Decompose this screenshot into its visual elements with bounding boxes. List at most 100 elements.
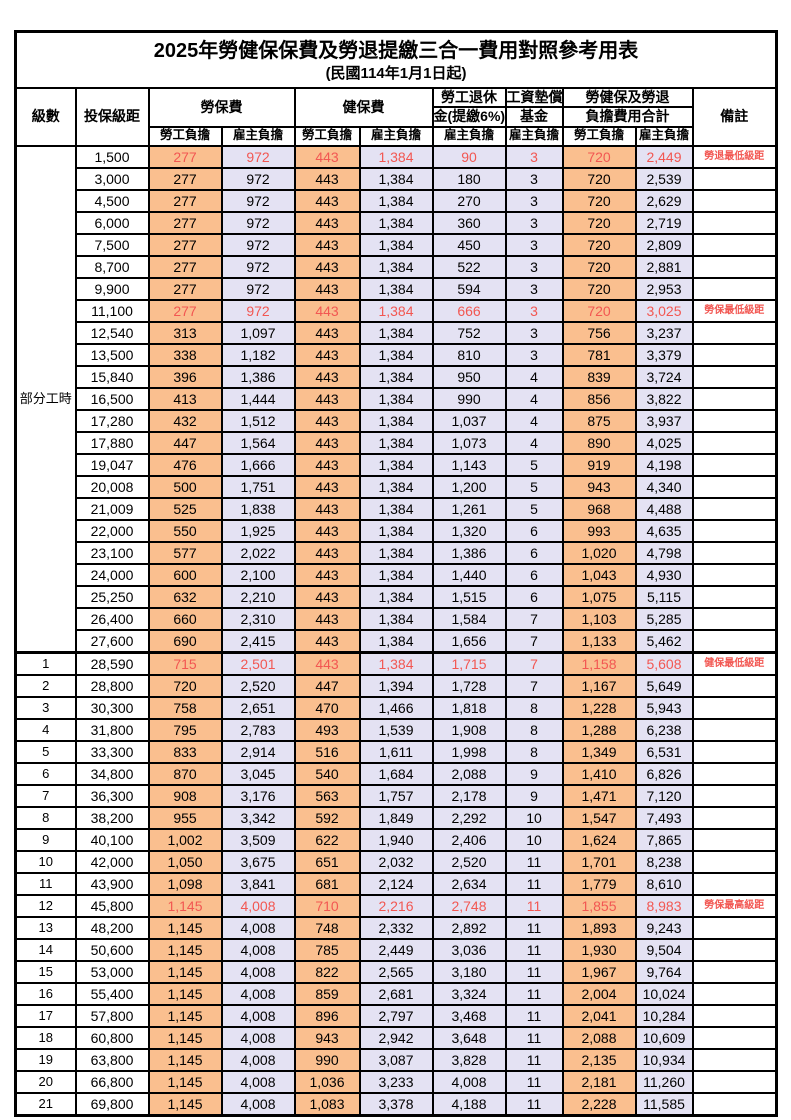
note-cell (691, 805, 778, 830)
total-employee-cell: 1,228 (561, 695, 637, 720)
table-row: 6 34,800 870 3,045 540 1,684 2,088 9 1,410 6,826 (14, 761, 778, 786)
pension-employer-cell: 2,892 (431, 915, 507, 940)
total-employer-cell: 10,934 (634, 1047, 694, 1072)
level-cell: 13 (14, 915, 77, 940)
wage-fund-employer-cell: 11 (504, 849, 564, 874)
note-cell (691, 695, 778, 720)
labor-fee-employer-cell: 1,751 (220, 474, 296, 499)
health-fee-employer-cell: 3,233 (358, 1069, 434, 1094)
subheader-health-employer: 雇主負擔 (358, 125, 434, 147)
health-fee-employer-cell: 1,384 (358, 430, 434, 455)
level-cell: 5 (14, 739, 77, 764)
bracket-cell: 7,500 (74, 232, 150, 257)
table-row: 4,500 277 972 443 1,384 270 3 720 2,629 (16, 188, 778, 213)
table-row: 13,500 338 1,182 443 1,384 810 3 781 3,379 (16, 342, 778, 367)
wage-fund-employer-cell: 5 (504, 496, 564, 521)
health-fee-employer-cell: 3,378 (358, 1091, 434, 1117)
labor-fee-employee-cell: 1,145 (147, 1025, 223, 1050)
pension-employer-cell: 1,261 (431, 496, 507, 521)
table-row: 27,600 690 2,415 443 1,384 1,656 7 1,133 5,462 (16, 628, 778, 654)
table-row: 24,000 600 2,100 443 1,384 1,440 6 1,043 4,930 (16, 562, 778, 587)
level-cell: 19 (14, 1047, 77, 1072)
table-row: 8 38,200 955 3,342 592 1,849 2,292 10 1,547 7,493 (14, 805, 778, 830)
labor-fee-employer-cell: 2,914 (220, 739, 296, 764)
pension-employer-cell: 1,818 (431, 695, 507, 720)
bracket-cell: 16,500 (74, 386, 150, 411)
bracket-cell: 38,200 (74, 805, 150, 830)
health-fee-employer-cell: 1,611 (358, 739, 434, 764)
page-subtitle: (民國114年1月1日起) (325, 64, 467, 82)
note-cell (691, 320, 778, 345)
bracket-cell: 63,800 (74, 1047, 150, 1072)
col-header-labor-insurance: 勞保費 (147, 87, 296, 128)
health-fee-employee-cell: 443 (293, 210, 361, 235)
note-cell (691, 628, 778, 654)
wage-fund-employer-cell: 8 (504, 695, 564, 720)
total-employer-cell: 2,881 (634, 254, 694, 279)
labor-fee-employee-cell: 870 (147, 761, 223, 786)
bracket-cell: 45,800 (74, 893, 150, 918)
wage-fund-employer-cell: 8 (504, 717, 564, 742)
wage-fund-employer-cell: 9 (504, 761, 564, 786)
health-fee-employer-cell: 1,384 (358, 254, 434, 279)
subheader-total-employer: 雇主負擔 (634, 125, 694, 147)
total-employer-cell: 5,115 (634, 584, 694, 609)
health-fee-employee-cell: 443 (293, 320, 361, 345)
total-employer-cell: 7,120 (634, 783, 694, 808)
table-row: 3 30,300 758 2,651 470 1,466 1,818 8 1,228 5,943 (14, 695, 778, 720)
wage-fund-employer-cell: 4 (504, 408, 564, 433)
pension-employer-cell: 1,143 (431, 452, 507, 477)
labor-fee-employee-cell: 277 (147, 188, 223, 213)
total-employer-cell: 10,024 (634, 981, 694, 1006)
total-employer-cell: 3,724 (634, 364, 694, 389)
pension-employer-cell: 3,180 (431, 959, 507, 984)
health-fee-employee-cell: 1,083 (293, 1091, 361, 1117)
labor-fee-employee-cell: 277 (147, 210, 223, 235)
wage-fund-employer-cell: 6 (504, 518, 564, 543)
total-employee-cell: 993 (561, 518, 637, 543)
labor-fee-employer-cell: 4,008 (220, 1047, 296, 1072)
labor-fee-employee-cell: 955 (147, 805, 223, 830)
labor-fee-employee-cell: 500 (147, 474, 223, 499)
bracket-cell: 4,500 (74, 188, 150, 213)
labor-fee-employer-cell: 4,008 (220, 959, 296, 984)
total-employer-cell: 2,539 (634, 166, 694, 191)
pension-employer-cell: 950 (431, 364, 507, 389)
labor-fee-employer-cell: 4,008 (220, 1025, 296, 1050)
health-fee-employee-cell: 443 (293, 386, 361, 411)
wage-fund-employer-cell: 3 (504, 210, 564, 235)
total-employee-cell: 890 (561, 430, 637, 455)
note-cell: 健保最低級距 (691, 650, 778, 676)
labor-fee-employer-cell: 972 (220, 210, 296, 235)
health-fee-employee-cell: 443 (293, 584, 361, 609)
health-fee-employee-cell: 710 (293, 893, 361, 918)
labor-fee-employer-cell: 4,008 (220, 893, 296, 918)
wage-fund-employer-cell: 7 (504, 673, 564, 698)
table-row: 9 40,100 1,002 3,509 622 1,940 2,406 10 1,624 7,8… (14, 827, 778, 852)
labor-fee-employer-cell: 2,100 (220, 562, 296, 587)
total-employer-cell: 3,025 (634, 298, 694, 323)
total-employer-cell: 2,449 (634, 144, 694, 169)
table-row: 17 57,800 1,145 4,008 896 2,797 3,468 11 2,041 10… (14, 1003, 778, 1028)
labor-fee-employer-cell: 1,564 (220, 430, 296, 455)
wage-fund-employer-cell: 11 (504, 1069, 564, 1094)
note-cell: 勞保最低級距 (691, 298, 778, 323)
total-employer-cell: 3,237 (634, 320, 694, 345)
total-employer-cell: 4,198 (634, 452, 694, 477)
total-employer-cell: 8,238 (634, 849, 694, 874)
level-cell: 12 (14, 893, 77, 918)
table-row: 17,880 447 1,564 443 1,384 1,073 4 890 4,025 (16, 430, 778, 455)
pension-employer-cell: 1,440 (431, 562, 507, 587)
labor-fee-employee-cell: 313 (147, 320, 223, 345)
pension-employer-cell: 3,324 (431, 981, 507, 1006)
page-title: 2025年勞健保保費及勞退提繳三合一費用對照參考用表 (153, 39, 639, 62)
health-fee-employee-cell: 785 (293, 937, 361, 962)
total-employer-cell: 10,284 (634, 1003, 694, 1028)
bracket-cell: 25,250 (74, 584, 150, 609)
wage-fund-employer-cell: 3 (504, 276, 564, 301)
level-cell: 16 (14, 981, 77, 1006)
note-cell (691, 276, 778, 301)
bracket-cell: 27,600 (74, 628, 150, 654)
total-employee-cell: 720 (561, 210, 637, 235)
health-fee-employer-cell: 1,384 (358, 650, 434, 676)
